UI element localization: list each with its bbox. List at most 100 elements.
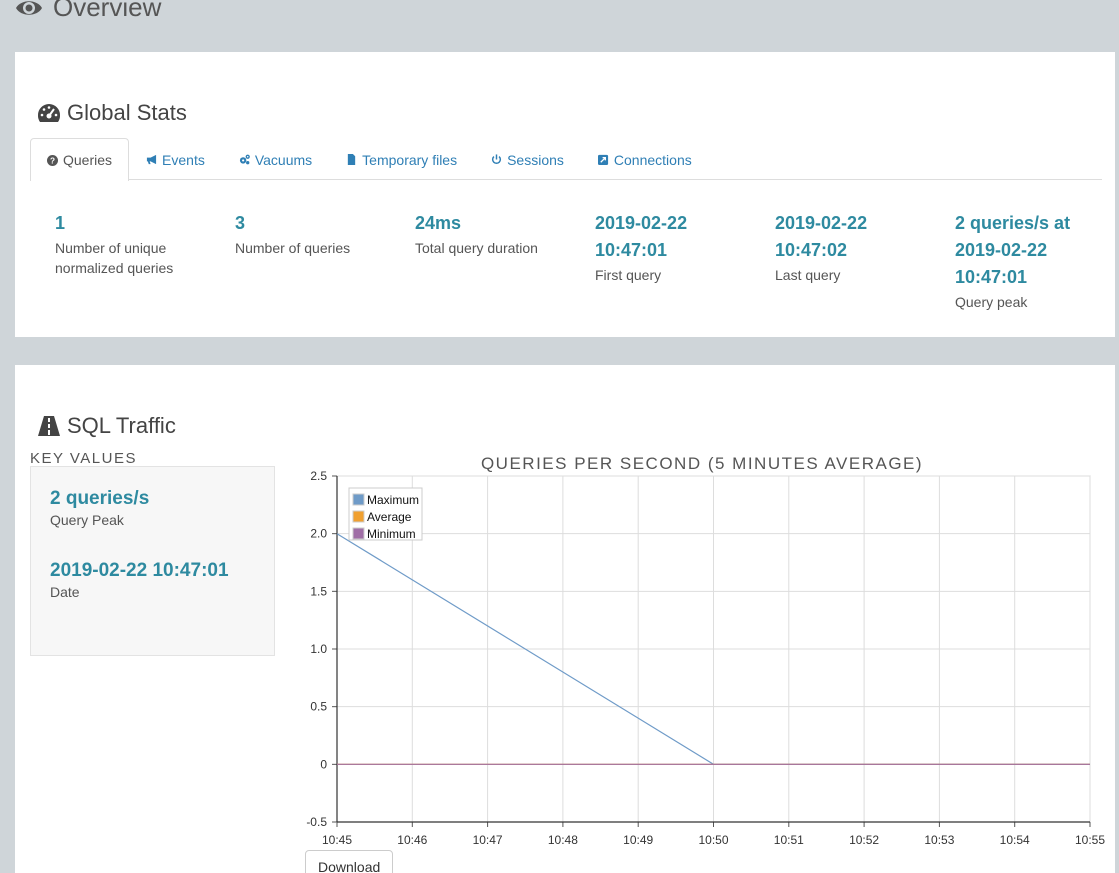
tab-temporary-files[interactable]: Temporary files <box>329 138 474 180</box>
x-tick-label: 10:52 <box>849 833 879 847</box>
tab-label: Sessions <box>507 151 564 168</box>
stat-label-line: First query <box>595 267 662 283</box>
stat-query-peak: 2 queries/s at 2019-02-22 10:47:01 Query p… <box>955 210 1119 312</box>
legend-item-label: Minimum <box>367 527 416 541</box>
stat-value: 24ms <box>415 210 595 237</box>
stat-value: 2019-02-22 10:47:02 <box>775 210 955 264</box>
stat-label-line: Total query duration <box>415 240 538 256</box>
chart-series <box>336 533 1090 765</box>
x-tick-label: 10:51 <box>774 833 804 847</box>
x-tick-label: 10:49 <box>623 833 653 847</box>
stat-label-line: Number of queries <box>235 240 351 256</box>
stat-label-line: normalized queries <box>55 260 174 276</box>
x-tick-label: 10:45 <box>322 833 352 847</box>
tab-label: Vacuums <box>254 151 313 168</box>
stat-label-line: Last query <box>775 267 841 283</box>
page-title-text: Overview <box>53 0 162 22</box>
y-tick-label: 0 <box>320 757 327 771</box>
stat-label: Last query <box>775 265 955 285</box>
legend-item-label: Maximum <box>367 493 419 507</box>
stat-value-line: 10:47:01 <box>595 240 668 260</box>
x-tick-label: 10:46 <box>397 833 427 847</box>
dashboard-icon <box>37 104 61 122</box>
key-value-value: 2019-02-22 10:47:01 <box>50 560 229 581</box>
stat-last-query: 2019-02-22 10:47:02 Last query <box>775 210 955 312</box>
stats-row: 1 Number of unique normalized queries 3 N… <box>55 210 1119 312</box>
sql-traffic-panel: SQL Traffic KEY VALUES 2 queries/s Query… <box>15 365 1115 873</box>
x-tick-label: 10:54 <box>1000 833 1030 847</box>
key-values-title: KEY VALUES <box>30 450 137 467</box>
stat-query-count: 3 Number of queries <box>235 210 415 312</box>
stat-label: Number of unique normalized queries <box>55 238 235 278</box>
power-icon <box>492 154 502 165</box>
file-icon <box>348 154 356 165</box>
y-tick-label: 1.5 <box>310 584 327 598</box>
chart-axes: 10:45 10:46 10:47 10:48 10:49 10:50 10:51 10:52… <box>306 469 1105 847</box>
page-title: Overview <box>15 0 161 23</box>
stat-value: 1 <box>55 210 235 237</box>
stat-label: Total query duration <box>415 238 595 258</box>
x-tick-label: 10:50 <box>698 833 728 847</box>
bullhorn-icon <box>146 154 157 165</box>
global-stats-title: Global Stats <box>67 100 187 125</box>
key-value-label: Date <box>50 584 80 600</box>
road-icon <box>38 416 60 436</box>
stat-label-line: Number of unique <box>55 240 167 256</box>
stat-value: 2 queries/s at 2019-02-22 10:47:01 <box>955 210 1119 291</box>
y-tick-label: -0.5 <box>306 815 327 829</box>
legend-swatch <box>352 527 365 540</box>
key-value-label: Query Peak <box>50 512 124 528</box>
tab-queries[interactable]: ? Queries <box>30 138 130 181</box>
tab-label: Connections <box>613 151 692 168</box>
stat-value-line: 10:47:01 <box>955 267 1028 287</box>
key-values-box: 2 queries/s Query Peak 2019-02-22 10:47:… <box>30 466 275 656</box>
sql-traffic-heading: SQL Traffic <box>37 413 176 439</box>
tab-events[interactable]: Events <box>129 138 222 180</box>
stat-value: 3 <box>235 210 415 237</box>
y-tick-label: 2.0 <box>310 527 327 541</box>
stat-total-duration: 24ms Total query duration <box>415 210 595 312</box>
y-tick-label: 2.5 <box>310 469 327 483</box>
key-value-value: 2 queries/s <box>50 488 150 509</box>
stat-label: First query <box>595 265 775 285</box>
key-value-date: 2019-02-22 10:47:01 Date <box>50 559 255 600</box>
stat-value-line: 2019-02-22 <box>955 240 1048 260</box>
stat-label: Number of queries <box>235 238 415 258</box>
question-circle-icon: ? <box>47 154 58 166</box>
download-button[interactable]: Download <box>305 850 394 873</box>
x-tick-label: 10:48 <box>548 833 578 847</box>
stats-tabs: ? Queries Events Vacuums Temporary files… <box>30 138 1102 181</box>
global-stats-heading: Global Stats <box>37 100 187 126</box>
eye-icon <box>16 0 42 15</box>
stat-first-query: 2019-02-22 10:47:01 First query <box>595 210 775 312</box>
key-value-query-peak: 2 queries/s Query Peak <box>50 487 255 528</box>
chart-title: QUERIES PER SECOND (5 MINUTES AVERAGE) <box>481 454 923 473</box>
tab-sessions[interactable]: Sessions <box>474 138 581 180</box>
y-tick-label: 0.5 <box>310 700 327 714</box>
svg-text:?: ? <box>50 156 55 165</box>
global-stats-panel: Global Stats ? Queries Events Vacuums Te… <box>15 52 1115 337</box>
stat-value-line: 24ms <box>415 213 462 233</box>
x-tick-label: 10:47 <box>473 833 503 847</box>
external-link-icon <box>597 154 608 165</box>
tab-vacuums[interactable]: Vacuums <box>222 138 329 180</box>
stat-label-line: Query peak <box>955 294 1028 310</box>
tab-label: Temporary files <box>362 151 458 168</box>
queries-per-second-chart: QUERIES PER SECOND (5 MINUTES AVERAGE) 1… <box>306 454 1105 847</box>
stat-value-line: 2 queries/s at <box>955 213 1071 233</box>
legend-swatch <box>352 493 365 506</box>
stat-label: Query peak <box>955 292 1119 312</box>
tab-connections[interactable]: Connections <box>581 138 709 180</box>
y-tick-label: 1.0 <box>310 642 327 656</box>
stat-value-line: 2019-02-22 <box>775 213 868 233</box>
cogs-icon <box>239 154 250 165</box>
sql-traffic-title: SQL Traffic <box>67 413 176 438</box>
legend-swatch <box>352 510 365 523</box>
chart-legend: Maximum Average Minimum <box>348 487 423 541</box>
stat-value-line: 3 <box>235 213 246 233</box>
tab-label: Events <box>162 151 205 168</box>
stat-value-line: 1 <box>55 213 66 233</box>
stat-value-line: 10:47:02 <box>775 240 848 260</box>
stat-unique-queries: 1 Number of unique normalized queries <box>55 210 235 312</box>
x-tick-label: 10:53 <box>924 833 954 847</box>
